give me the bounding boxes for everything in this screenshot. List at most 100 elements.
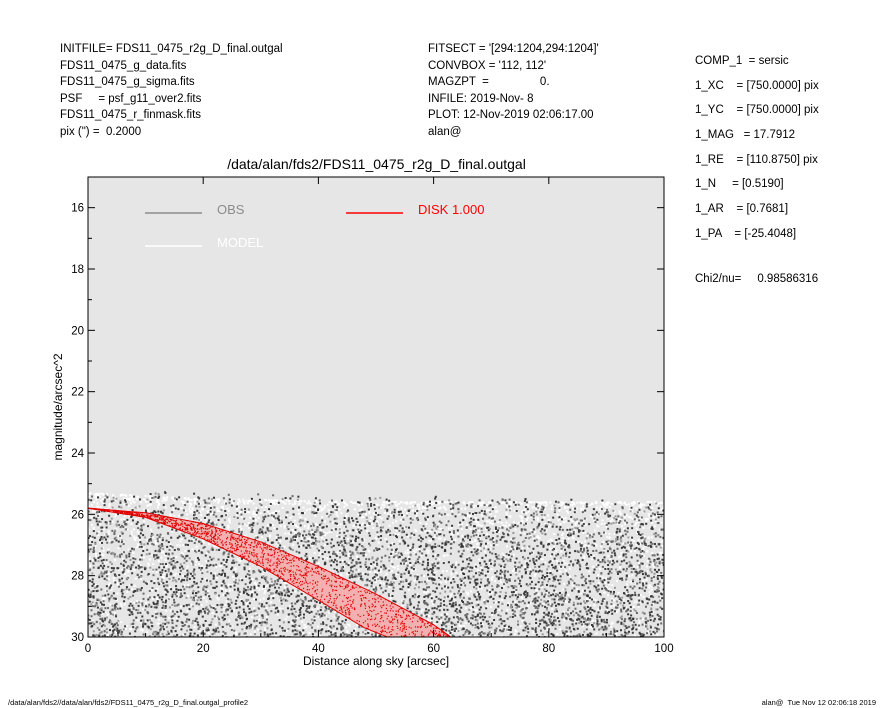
model-point <box>249 591 252 594</box>
obs-point <box>461 539 464 542</box>
obs-point <box>210 572 213 575</box>
model-point <box>195 560 198 563</box>
model-point <box>615 596 618 599</box>
obs-point <box>610 603 613 606</box>
model-point <box>201 507 204 510</box>
obs-point <box>452 616 455 619</box>
obs-point <box>478 612 481 615</box>
model-point <box>484 528 487 531</box>
obs-point <box>624 624 627 627</box>
obs-point <box>119 640 121 642</box>
obs-point <box>565 617 568 620</box>
model-point <box>561 502 564 505</box>
model-point <box>600 501 603 504</box>
model-point <box>157 501 160 504</box>
model-point <box>498 530 501 533</box>
model-point <box>426 517 429 520</box>
model-point <box>108 577 111 580</box>
obs-point <box>265 622 268 625</box>
obs-point <box>215 523 218 526</box>
obs-point <box>200 542 203 545</box>
model-point <box>661 598 664 601</box>
obs-point <box>568 534 571 537</box>
model-point <box>164 554 167 557</box>
obs-point <box>556 638 558 640</box>
obs-point <box>569 508 572 511</box>
model-point <box>527 604 530 607</box>
model-point <box>97 494 100 497</box>
obs-point <box>120 562 123 565</box>
obs-point <box>471 614 474 617</box>
model-point <box>338 527 341 530</box>
obs-point <box>241 616 244 619</box>
obs-point <box>501 640 503 642</box>
obs-point <box>654 532 657 535</box>
model-point <box>584 530 587 533</box>
model-point <box>274 510 277 513</box>
model-point <box>513 568 516 571</box>
obs-point <box>450 538 453 541</box>
model-point <box>354 502 357 505</box>
model-point <box>105 561 108 564</box>
model-point <box>478 619 481 622</box>
model-point <box>402 514 405 517</box>
obs-point <box>182 605 185 608</box>
model-point <box>507 601 510 604</box>
obs-point <box>254 626 257 629</box>
obs-point <box>106 575 109 578</box>
model-point <box>562 501 565 504</box>
obs-point <box>511 541 514 544</box>
obs-point <box>584 640 586 642</box>
model-point <box>587 597 590 600</box>
obs-point <box>380 587 383 590</box>
model-point <box>571 501 574 504</box>
model-point <box>139 564 142 567</box>
model-point <box>273 606 276 609</box>
obs-point <box>92 583 95 586</box>
model-point <box>632 503 635 506</box>
obs-point <box>477 603 480 606</box>
obs-point <box>621 635 624 637</box>
obs-point <box>463 513 466 516</box>
model-point <box>380 568 383 571</box>
model-point <box>302 506 305 509</box>
model-point <box>232 588 235 591</box>
model-point <box>653 525 656 528</box>
model-point <box>536 589 539 592</box>
obs-point <box>322 621 325 624</box>
model-point <box>457 524 460 527</box>
obs-point <box>548 561 551 564</box>
obs-point <box>538 553 541 556</box>
model-point <box>605 608 608 611</box>
model-point <box>132 551 135 554</box>
obs-point <box>183 624 186 627</box>
obs-point <box>568 551 571 554</box>
obs-point <box>508 625 511 628</box>
obs-point <box>543 621 546 624</box>
obs-point <box>98 615 101 618</box>
model-point <box>387 568 390 571</box>
obs-point <box>108 621 111 624</box>
model-point <box>229 589 232 592</box>
model-point <box>628 506 631 509</box>
obs-point <box>446 608 449 611</box>
model-point <box>120 621 123 624</box>
obs-point <box>438 583 441 586</box>
model-point <box>555 549 558 552</box>
obs-point <box>243 566 246 569</box>
model-point <box>253 515 256 518</box>
model-point <box>468 622 471 625</box>
model-point <box>235 513 238 516</box>
model-point <box>464 507 467 510</box>
obs-point <box>627 600 630 603</box>
obs-point <box>342 569 345 572</box>
model-point <box>414 528 417 531</box>
model-point <box>533 574 536 577</box>
model-point <box>108 503 111 506</box>
model-point <box>579 592 582 595</box>
model-point <box>322 539 325 542</box>
model-point <box>369 565 372 568</box>
model-point <box>180 534 183 537</box>
obs-point <box>460 545 463 548</box>
obs-point <box>228 498 231 501</box>
